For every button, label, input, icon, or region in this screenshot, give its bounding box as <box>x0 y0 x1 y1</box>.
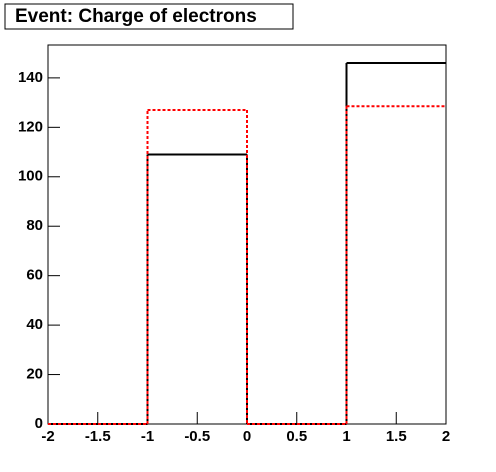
y-tick-label: 0 <box>35 415 43 432</box>
x-tick-label: -1.5 <box>85 428 111 445</box>
chart-title: Event: Charge of electrons <box>15 6 257 27</box>
y-tick-label: 120 <box>18 118 43 135</box>
x-tick-label: 1 <box>342 428 350 445</box>
x-tick-label: 0.5 <box>286 428 307 445</box>
y-tick-label: 140 <box>18 69 43 86</box>
x-tick-label: 1.5 <box>386 428 407 445</box>
x-tick-label: -1 <box>141 428 154 445</box>
y-tick-label: 80 <box>26 217 43 234</box>
y-tick-label: 60 <box>26 267 43 284</box>
x-tick-label: 2 <box>442 428 450 445</box>
x-tick-label: 0 <box>243 428 251 445</box>
y-tick-label: 40 <box>26 316 43 333</box>
title-box <box>4 3 294 30</box>
y-tick-label: 100 <box>18 168 43 185</box>
x-tick-label: -0.5 <box>184 428 210 445</box>
x-tick-label: -2 <box>41 428 54 445</box>
y-tick-label: 20 <box>26 366 43 383</box>
